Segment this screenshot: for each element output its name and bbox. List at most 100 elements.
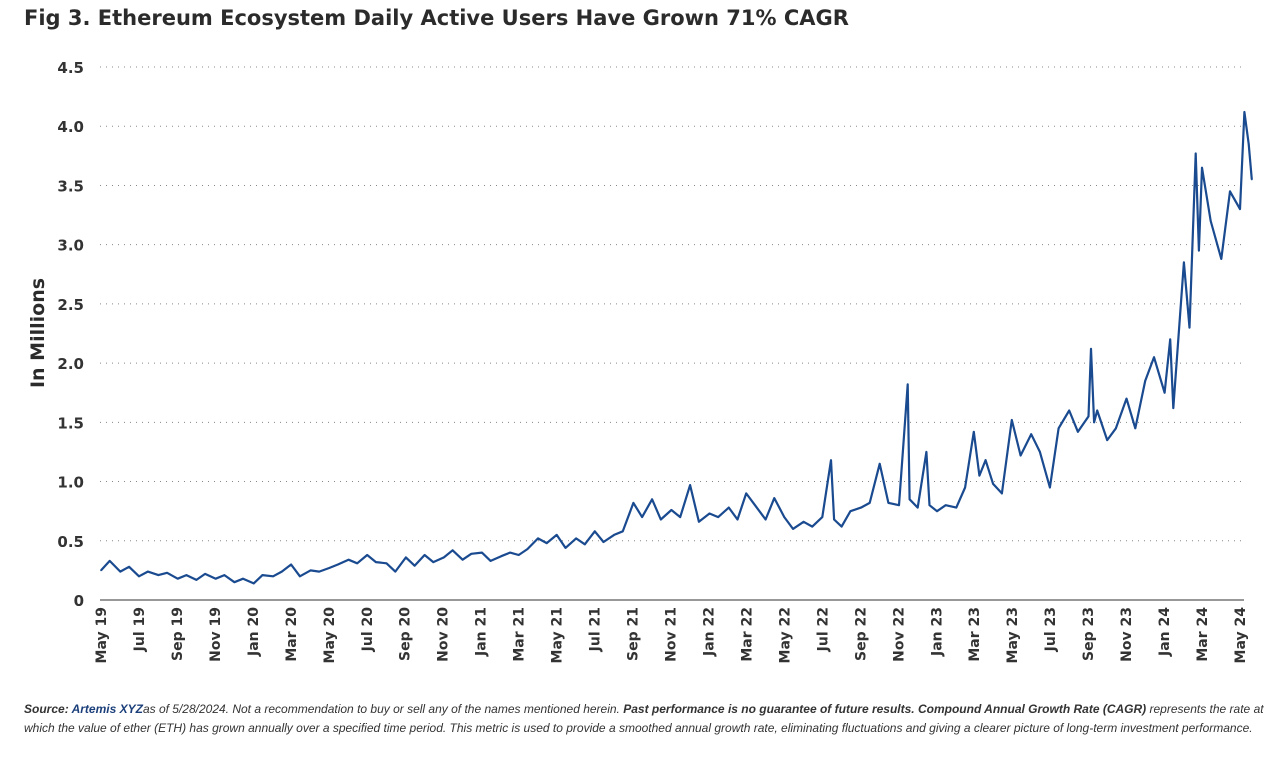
data-point	[489, 560, 492, 562]
data-point	[1068, 409, 1070, 412]
data-point	[898, 504, 900, 507]
x-tick-label: Sep 20	[398, 607, 414, 661]
data-point	[138, 575, 140, 578]
data-point	[1229, 190, 1231, 193]
data-point	[509, 551, 511, 554]
x-tick-label: Jul 19	[132, 607, 148, 652]
data-point	[233, 581, 236, 584]
data-point	[906, 383, 909, 386]
data-point	[849, 510, 852, 512]
y-tick-label: 1.5	[57, 414, 84, 432]
data-point	[1239, 208, 1241, 210]
y-tick-label: 4.5	[57, 59, 84, 77]
data-point	[651, 498, 653, 501]
data-point	[984, 459, 987, 462]
data-point	[575, 537, 577, 540]
data-point	[204, 573, 206, 575]
x-tick-label: Mar 20	[284, 607, 300, 662]
data-point	[1172, 407, 1175, 409]
x-tick-label: May 22	[777, 607, 793, 663]
x-tick-label: Jul 22	[815, 607, 831, 652]
data-point	[385, 562, 388, 565]
gridlines	[100, 66, 1244, 542]
data-point	[185, 574, 188, 576]
data-point	[461, 558, 464, 561]
data-point	[261, 574, 264, 576]
footer-text-2: represents the rate at which the value o…	[24, 702, 1264, 735]
series	[100, 110, 1253, 585]
x-tick-label: May 21	[550, 607, 566, 663]
data-point	[1057, 427, 1060, 430]
data-point	[423, 554, 426, 556]
data-point	[272, 575, 274, 578]
data-point	[972, 431, 975, 433]
data-point	[670, 509, 673, 511]
data-point	[108, 560, 111, 562]
data-point	[878, 462, 881, 465]
data-point	[1144, 380, 1147, 382]
y-tick-label: 3.5	[57, 177, 84, 195]
line-chart: 0 0.5 1.0 1.5 2.0 2.5 3.0 3.5 4.0 4.5 May 19 Jul 1…	[27, 59, 1253, 663]
x-tick-label: Mar 24	[1195, 607, 1211, 662]
x-tick-label: Sep 21	[626, 607, 642, 661]
data-point	[337, 563, 339, 566]
data-point	[166, 571, 168, 574]
data-point	[660, 518, 662, 521]
chart-title: Fig 3. Ethereum Ecosystem Daily Active U…	[24, 6, 849, 30]
data-point	[632, 502, 635, 504]
x-tick-label: Jul 21	[588, 607, 604, 652]
x-tick-label: Nov 21	[664, 607, 680, 662]
data-point	[564, 547, 567, 549]
data-point	[860, 506, 862, 509]
data-point	[128, 566, 130, 568]
source-name: Artemis XYZ	[71, 702, 143, 716]
data-point	[1188, 326, 1191, 329]
data-point	[1251, 178, 1253, 181]
data-point	[176, 577, 179, 580]
data-point	[964, 486, 966, 489]
data-point	[1220, 258, 1223, 260]
data-point	[299, 575, 301, 578]
data-point	[1077, 431, 1079, 433]
data-point	[1087, 415, 1090, 418]
data-point	[992, 483, 994, 485]
x-tick-label: May 23	[1005, 607, 1021, 663]
data-point	[1134, 427, 1137, 430]
data-point	[470, 553, 473, 555]
data-point	[868, 502, 871, 504]
data-point	[583, 543, 586, 546]
data-point	[347, 558, 350, 561]
data-point	[394, 570, 397, 573]
x-tick-label: Jan 24	[1157, 607, 1173, 657]
data-point	[1011, 419, 1013, 421]
x-tick-label: Jul 23	[1043, 607, 1059, 652]
y-axis-label: In Millions	[27, 278, 49, 388]
y-tick-label: 0	[74, 592, 84, 610]
data-point	[1125, 397, 1128, 400]
y-tick-label: 1.0	[57, 474, 84, 492]
data-point	[1247, 143, 1250, 145]
data-point	[944, 504, 947, 507]
data-point	[1183, 261, 1185, 264]
data-point	[802, 521, 805, 523]
data-point	[1201, 166, 1203, 169]
y-tick-label: 3.0	[57, 237, 84, 255]
data-point	[432, 561, 435, 563]
y-tick-label: 2.5	[57, 296, 84, 314]
data-point	[593, 530, 596, 533]
data-point	[119, 570, 122, 573]
data-point	[146, 570, 149, 573]
data-point	[717, 516, 719, 518]
data-point	[443, 556, 445, 559]
data-point	[928, 504, 931, 507]
data-point	[754, 504, 756, 507]
data-point	[613, 534, 615, 536]
data-point	[545, 542, 548, 544]
data-point	[214, 577, 217, 580]
y-tick-label: 0.5	[57, 533, 84, 551]
footer-bold-text: Past performance is no guarantee of futu…	[623, 702, 1147, 716]
data-point	[1194, 152, 1197, 155]
data-point	[811, 525, 814, 528]
data-point	[309, 569, 312, 572]
data-point	[833, 518, 835, 521]
